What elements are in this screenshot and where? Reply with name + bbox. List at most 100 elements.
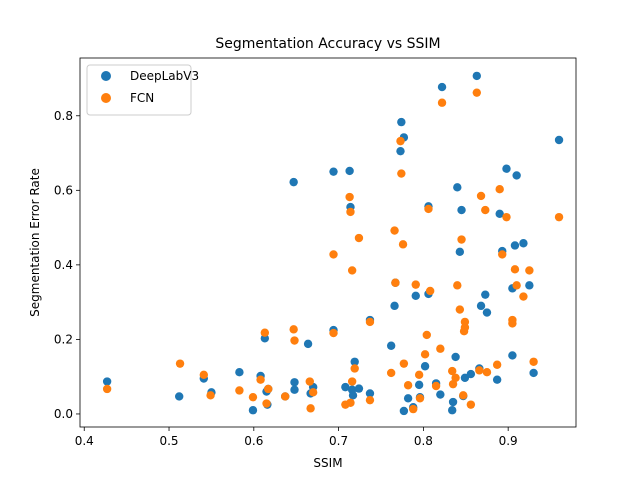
point-deeplabv3-33 (397, 117, 406, 127)
x-axis-label: SSIM (313, 456, 342, 470)
point-deeplabv3-5 (248, 406, 258, 415)
point-deeplabv3-25 (350, 357, 359, 366)
point-deeplabv3-58 (476, 301, 486, 311)
point-fcn-11 (289, 325, 298, 334)
y-tick-label-0: 0.0 (54, 407, 73, 421)
point-fcn-23 (346, 398, 355, 407)
point-deeplabv3-18 (329, 167, 338, 176)
point-fcn-64 (495, 185, 504, 194)
point-fcn-27 (365, 395, 375, 405)
point-fcn-1 (175, 359, 185, 368)
point-deeplabv3-59 (481, 290, 490, 299)
point-fcn-35 (403, 381, 413, 390)
point-fcn-34 (398, 240, 408, 249)
point-fcn-9 (264, 384, 273, 394)
point-fcn-43 (425, 286, 435, 296)
point-fcn-53 (459, 391, 468, 400)
point-deeplabv3-4 (235, 368, 244, 377)
point-deeplabv3-38 (411, 291, 420, 300)
point-fcn-6 (256, 375, 265, 384)
point-deeplabv3-55 (466, 369, 476, 379)
point-deeplabv3-48 (448, 397, 458, 407)
x-tick-label-5: 0.9 (499, 434, 518, 448)
legend: DeepLabV3 FCN (86, 64, 199, 116)
point-fcn-2 (199, 370, 208, 380)
point-deeplabv3-56 (472, 71, 481, 81)
y-tick-label-1: 0.2 (54, 332, 73, 346)
point-fcn-73 (529, 357, 538, 366)
point-fcn-70 (512, 281, 521, 290)
point-fcn-58 (472, 88, 481, 97)
point-deeplabv3-29 (386, 341, 396, 350)
point-fcn-21 (347, 266, 357, 275)
point-fcn-19 (345, 192, 354, 202)
point-fcn-38 (414, 370, 424, 380)
point-fcn-13 (305, 377, 314, 386)
point-fcn-0 (102, 384, 112, 394)
point-fcn-47 (448, 366, 457, 376)
point-fcn-24 (350, 364, 359, 373)
point-deeplabv3-49 (451, 352, 460, 362)
point-deeplabv3-35 (399, 406, 409, 416)
point-deeplabv3-41 (420, 362, 430, 371)
point-fcn-29 (390, 226, 399, 235)
point-fcn-22 (347, 377, 357, 386)
point-deeplabv3-21 (345, 166, 354, 176)
point-fcn-71 (519, 292, 528, 301)
point-fcn-15 (308, 388, 318, 397)
point-fcn-49 (451, 373, 460, 382)
point-fcn-46 (437, 98, 447, 107)
legend-marker-deeplabv3 (101, 71, 111, 81)
point-fcn-12 (290, 336, 299, 345)
point-deeplabv3-50 (453, 183, 462, 192)
y-tick-label-3: 0.6 (54, 183, 73, 197)
point-deeplabv3-67 (510, 241, 520, 250)
point-fcn-42 (424, 204, 433, 214)
point-fcn-66 (502, 212, 511, 222)
point-fcn-74 (554, 212, 564, 222)
point-fcn-51 (455, 305, 465, 314)
point-fcn-8 (262, 399, 271, 408)
point-fcn-52 (457, 235, 466, 244)
point-fcn-63 (492, 360, 502, 369)
point-deeplabv3-68 (512, 171, 521, 180)
y-tick-label-4: 0.8 (54, 109, 73, 123)
data-points (102, 71, 564, 416)
point-fcn-59 (475, 366, 484, 375)
y-tick-label-2: 0.4 (54, 258, 73, 272)
point-deeplabv3-12 (289, 177, 298, 187)
point-fcn-62 (482, 368, 492, 377)
point-deeplabv3-15 (303, 339, 313, 349)
point-fcn-31 (396, 136, 405, 146)
x-tick-label-4: 0.8 (414, 434, 433, 448)
point-deeplabv3-70 (525, 281, 534, 290)
x-tick-label-3: 0.7 (329, 434, 348, 448)
point-fcn-50 (453, 281, 462, 290)
point-fcn-65 (498, 250, 507, 259)
point-fcn-60 (476, 191, 486, 201)
point-fcn-39 (415, 394, 425, 403)
point-deeplabv3-0 (102, 377, 112, 386)
x-tick-label-1: 0.5 (159, 434, 178, 448)
point-deeplabv3-51 (455, 247, 465, 257)
point-deeplabv3-46 (437, 82, 447, 92)
point-deeplabv3-69 (519, 239, 528, 248)
point-deeplabv3-20 (341, 382, 350, 392)
point-fcn-26 (365, 317, 375, 327)
point-deeplabv3-47 (448, 406, 457, 415)
point-deeplabv3-1 (175, 392, 184, 401)
point-fcn-5 (248, 392, 258, 402)
legend-label-fcn: FCN (130, 91, 154, 105)
point-deeplabv3-39 (414, 380, 424, 390)
point-deeplabv3-62 (495, 209, 504, 218)
point-deeplabv3-45 (436, 390, 445, 399)
point-deeplabv3-60 (482, 308, 492, 317)
point-fcn-16 (329, 250, 338, 259)
point-fcn-32 (397, 169, 406, 178)
point-deeplabv3-72 (554, 135, 564, 145)
point-deeplabv3-61 (492, 375, 502, 384)
point-deeplabv3-26 (354, 384, 364, 393)
point-fcn-72 (525, 266, 534, 275)
point-fcn-37 (411, 280, 420, 289)
